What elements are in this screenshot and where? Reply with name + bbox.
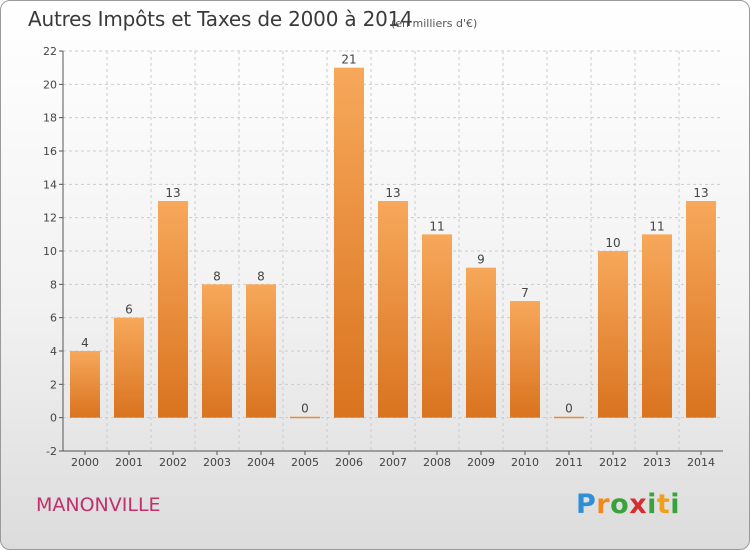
x-tick-label: 2006 <box>335 456 363 469</box>
y-tick-label: -2 <box>46 445 57 458</box>
bar <box>554 416 584 419</box>
x-tick-label: 2007 <box>379 456 407 469</box>
axes: -2 0 2 4 6 8 10 12 14 16 18 20 22 2000 2001 2002 2003 200… <box>43 45 723 469</box>
x-tick-label: 2010 <box>511 456 539 469</box>
bar <box>378 201 408 418</box>
data-label: 11 <box>649 219 664 233</box>
data-label: 8 <box>257 269 265 283</box>
data-label: 6 <box>125 303 133 317</box>
proxiti-logo: Proxiti <box>576 489 680 520</box>
x-tick-label: 2004 <box>247 456 275 469</box>
y-tick-label: 12 <box>43 212 57 225</box>
data-label: 21 <box>341 53 356 67</box>
x-tick-label: 2014 <box>687 456 715 469</box>
bar <box>334 67 364 418</box>
bar <box>70 351 100 418</box>
data-label: 11 <box>429 219 444 233</box>
logo-letter: r <box>596 489 611 520</box>
y-tick-label: 14 <box>43 178 57 191</box>
bar <box>686 201 716 418</box>
y-tick-label: 20 <box>43 78 57 91</box>
x-tick-label: 2001 <box>115 456 143 469</box>
city-name: MANONVILLE <box>36 494 161 516</box>
bar <box>510 301 540 418</box>
logo-letter: o <box>610 489 630 520</box>
chart-subtitle: (en milliers d'€) <box>391 17 478 30</box>
x-tick-label: 2011 <box>555 456 583 469</box>
bar <box>290 416 320 419</box>
data-label: 7 <box>521 286 529 300</box>
y-tick-label: 16 <box>43 145 57 158</box>
data-label: 9 <box>477 253 485 267</box>
y-tick-label: 6 <box>50 312 57 325</box>
bar <box>642 234 672 418</box>
bars: 4 6 13 8 8 0 21 13 11 9 7 0 10 11 13 <box>70 53 716 419</box>
x-tick-label: 2008 <box>423 456 451 469</box>
x-tick-label: 2000 <box>71 456 99 469</box>
x-tick-label: 2009 <box>467 456 495 469</box>
x-tick-label: 2005 <box>291 456 319 469</box>
logo-letter: P <box>576 489 597 520</box>
x-tick-label: 2002 <box>159 456 187 469</box>
data-label: 8 <box>213 269 221 283</box>
x-tick-label: 2013 <box>643 456 671 469</box>
logo-letter: i <box>647 489 657 520</box>
x-tick-label: 2003 <box>203 456 231 469</box>
y-tick-label: 2 <box>50 378 57 391</box>
logo-letter: t <box>656 489 671 520</box>
data-label: 0 <box>565 402 573 416</box>
data-label: 4 <box>81 336 89 350</box>
chart-title: Autres Impôts et Taxes de 2000 à 2014 <box>28 7 413 31</box>
y-tick-label: 8 <box>50 278 57 291</box>
y-tick-label: 18 <box>43 112 57 125</box>
bar <box>202 284 232 418</box>
y-tick-label: 22 <box>43 45 57 58</box>
y-tick-label: 0 <box>50 412 57 425</box>
bar <box>246 284 276 418</box>
x-tick-label: 2012 <box>599 456 627 469</box>
bar <box>158 201 188 418</box>
bar <box>422 234 452 418</box>
data-label: 13 <box>165 186 180 200</box>
data-label: 0 <box>301 402 309 416</box>
bar <box>114 317 144 418</box>
data-label: 13 <box>693 186 708 200</box>
logo-letter: i <box>670 489 681 520</box>
logo-letter: x <box>629 489 648 520</box>
data-label: 13 <box>385 186 400 200</box>
bar <box>466 267 496 418</box>
bar <box>598 251 628 418</box>
data-label: 10 <box>605 236 620 250</box>
y-tick-label: 10 <box>43 245 57 258</box>
y-tick-label: 4 <box>50 345 57 358</box>
